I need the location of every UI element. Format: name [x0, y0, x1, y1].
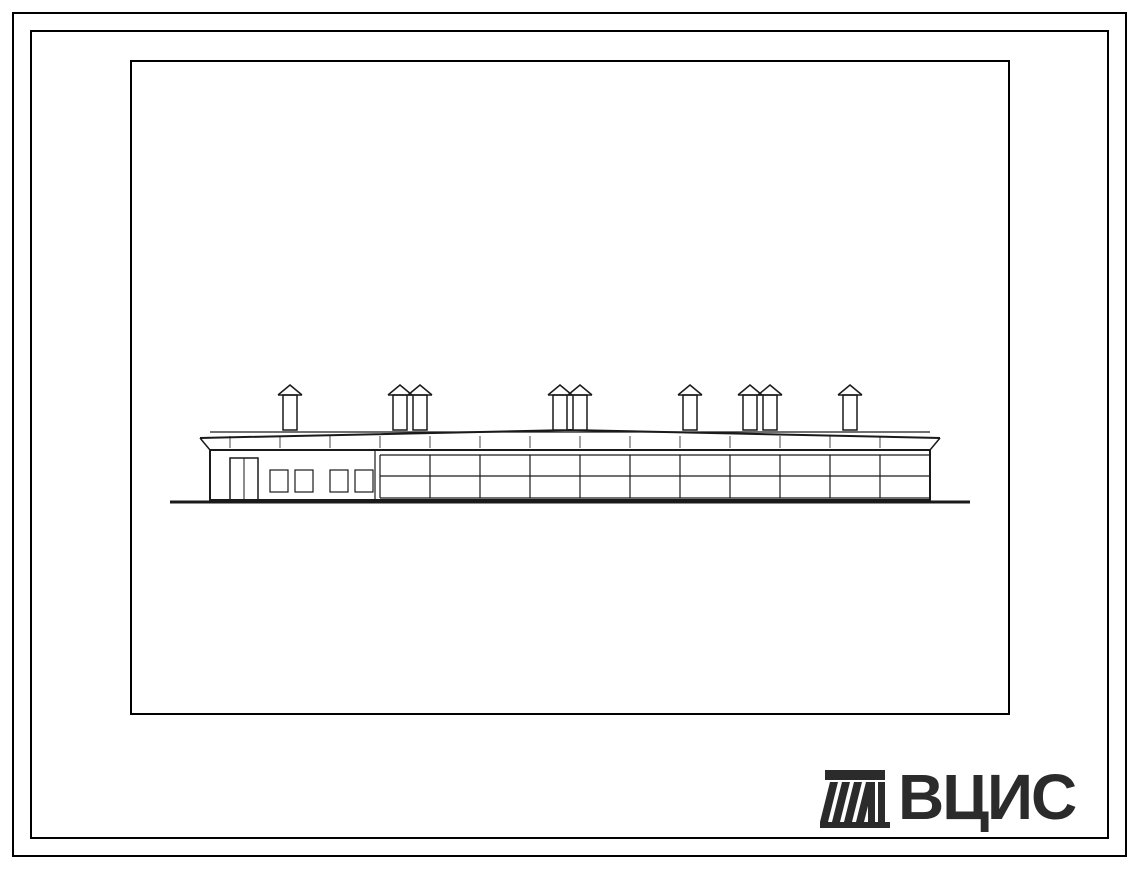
logo: ВЦИС — [820, 760, 1075, 834]
building-elevation-drawing — [130, 60, 1010, 715]
logo-text: ВЦИС — [898, 760, 1075, 834]
logo-icon — [820, 762, 890, 832]
